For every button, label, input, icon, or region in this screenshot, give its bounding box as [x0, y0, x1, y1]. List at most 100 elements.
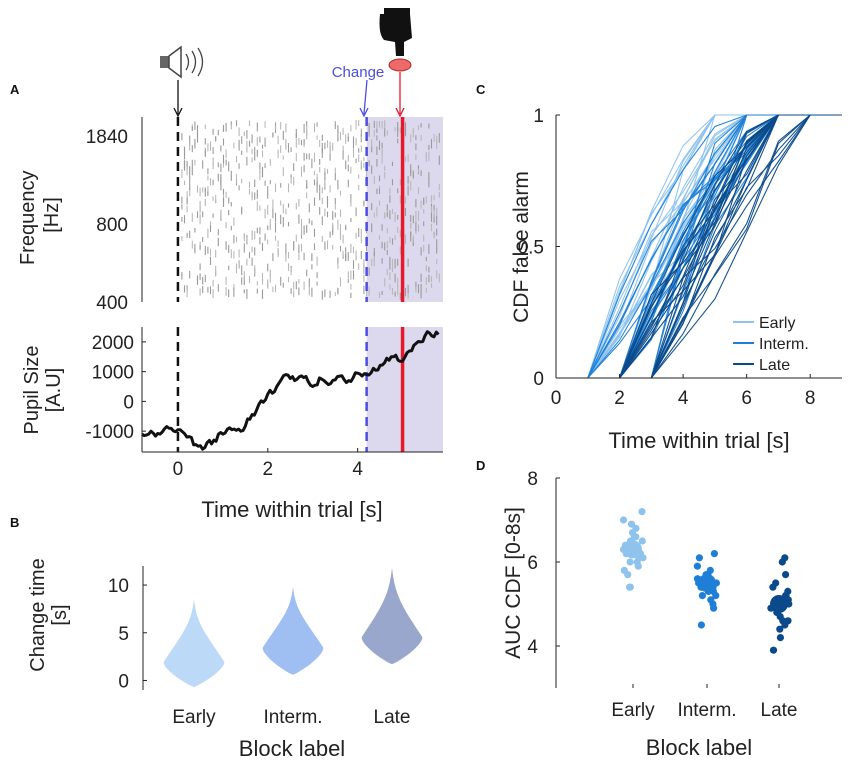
auc-point-late [776, 634, 785, 642]
panel-label-b: B [10, 515, 19, 530]
cdf-xtick-label: 4 [678, 388, 689, 409]
pupil-xtick-label: 4 [352, 459, 363, 480]
raster-panel: 1840 800 400 Frequency [Hz] [17, 117, 443, 314]
violin-ytick-label: 5 [118, 624, 129, 645]
pupil-ytick-label: 2000 [92, 333, 134, 354]
pupil-ytick-label: 0 [123, 392, 134, 413]
raster-ytick-label: 800 [96, 215, 128, 236]
auc-point-interm [697, 621, 706, 629]
cdf-panel: 0 0.5 1 0 2 4 6 8 Time within trial [s] CDF false… [510, 106, 842, 453]
legend-label-late: Late [759, 357, 790, 374]
panel-label-a: A [10, 82, 20, 97]
pupil-y-axis-label-line: Pupil Size [21, 346, 43, 435]
auc-point-late [769, 646, 778, 654]
violin-category-label: Early [172, 707, 216, 728]
violin-category-label: Interm. [263, 707, 322, 728]
pupil-x-axis-label: Time within trial [s] [201, 497, 382, 522]
cdf-line-interm [556, 114, 842, 379]
tone-raster [181, 120, 440, 300]
pupil-trace [141, 330, 440, 451]
auc-point-late [778, 558, 786, 566]
auc-point-early [638, 508, 646, 516]
change-arrow [359, 79, 369, 118]
auc-category-label: Early [611, 700, 655, 721]
cdf-xtick-label: 2 [614, 388, 625, 409]
violin-y-axis-label: Change time[s] [27, 558, 71, 671]
auc-point-late [781, 621, 789, 629]
auc-point-late [782, 571, 790, 579]
auc-ytick-label: 6 [527, 553, 538, 574]
auc-point-interm [693, 562, 702, 570]
auc-point-early [626, 558, 634, 566]
auc-point-interm [710, 550, 719, 558]
cdf-line-interm [556, 114, 842, 379]
auc-mean-late [770, 595, 788, 613]
panel-label-d: D [476, 458, 485, 473]
auc-point-late [776, 625, 784, 633]
violin-ytick-label: 0 [118, 671, 129, 692]
legend-label-interm: Interm. [759, 336, 809, 353]
violin-ytick-label: 10 [108, 576, 129, 597]
cdf-line-interm [556, 114, 842, 379]
auc-point-early [638, 537, 646, 545]
cdf-ytick-label: 0 [533, 369, 544, 390]
auc-point-interm [712, 592, 720, 600]
auc-point-early [634, 562, 642, 570]
auc-point-early [619, 516, 628, 524]
violin-late [361, 567, 423, 665]
cdf-ytick-label: 0.5 [518, 238, 544, 259]
raster-y-axis-label: Frequency [Hz] [17, 165, 63, 265]
pupil-xtick-label: 2 [263, 459, 274, 480]
sound-arrow [173, 80, 183, 118]
auc-y-axis-label: AUC CDF [0-8s] [502, 507, 525, 659]
violin-interm [262, 586, 324, 675]
cdf-xtick-label: 8 [805, 388, 816, 409]
auc-point-interm [695, 554, 704, 562]
auc-panel: 4 6 8 Early Interm. Late Block label AUC CDF [0… [502, 469, 797, 760]
violin-panel: 0 5 10 Early Interm. Late Block label Change ti… [27, 558, 423, 761]
pupil-ytick-label: 1000 [92, 363, 134, 384]
violin-y-axis-label-line: Change time [27, 558, 49, 671]
auc-point-late [769, 583, 777, 591]
auc-x-axis-label: Block label [646, 735, 752, 760]
post-change-shade [366, 327, 443, 452]
cdf-xtick-label: 0 [551, 388, 562, 409]
speaker-icon [160, 45, 204, 79]
raster-y-axis-label-line2: [Hz] [41, 197, 63, 233]
pupil-panel: 2000 1000 0 -1000 0 2 4 Time within trial [s] Pu… [21, 327, 443, 522]
panel-label-c: C [476, 82, 486, 97]
auc-mean-early [624, 540, 642, 559]
violin-category-label: Late [374, 707, 411, 728]
auc-point-early [639, 554, 647, 562]
pupil-y-axis-label: Pupil Size[A.U] [21, 346, 65, 435]
violin-early [163, 599, 225, 688]
auc-category-label: Late [761, 700, 798, 721]
raster-y-axis-label-line1: Frequency [17, 171, 39, 266]
pupil-xtick-label: 0 [173, 459, 184, 480]
violin-x-axis-label: Block label [239, 736, 345, 761]
cdf-y-axis-label: CDF false alarm [510, 171, 533, 323]
auc-mean-interm [698, 574, 716, 592]
cdf-line-late [556, 114, 842, 379]
auc-point-interm [698, 592, 707, 600]
pointing-hand-icon [379, 8, 412, 72]
cdf-xtick-label: 6 [741, 388, 752, 409]
pupil-y-axis-label-line: [A.U] [43, 368, 65, 412]
auc-point-early [632, 533, 640, 541]
violin-y-axis-label-line: [s] [49, 604, 71, 625]
legend-label-early: Early [759, 315, 795, 332]
cdf-line-late [556, 114, 842, 379]
press-arrow [395, 72, 405, 118]
auc-ytick-label: 8 [527, 469, 538, 490]
raster-ytick-label: 1840 [86, 127, 128, 148]
change-annotation: Change [332, 64, 385, 81]
auc-point-early [624, 571, 632, 579]
auc-point-early [626, 583, 634, 591]
pupil-ytick-label: -1000 [85, 422, 134, 443]
auc-point-interm [710, 604, 718, 612]
auc-ytick-label: 4 [527, 637, 538, 658]
cdf-x-axis-label: Time within trial [s] [608, 428, 789, 453]
auc-category-label: Interm. [677, 700, 736, 721]
cdf-ytick-label: 1 [533, 106, 544, 127]
